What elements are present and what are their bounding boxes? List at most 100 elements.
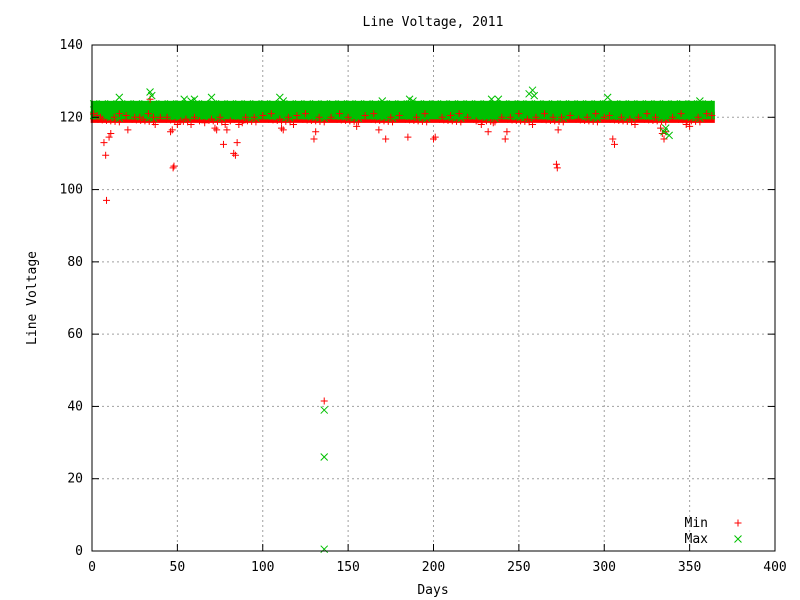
band-marker bbox=[183, 114, 192, 123]
band-marker bbox=[696, 114, 704, 123]
point-min bbox=[472, 117, 480, 125]
x-tick-label: 150 bbox=[336, 560, 359, 575]
point-min bbox=[182, 115, 190, 123]
band-marker bbox=[662, 118, 670, 126]
point-max bbox=[487, 95, 496, 104]
point-min bbox=[190, 113, 198, 121]
band-marker bbox=[649, 102, 657, 111]
band-marker bbox=[166, 99, 175, 108]
band-marker bbox=[162, 102, 171, 111]
point-min bbox=[686, 122, 694, 130]
y-tick-label: 120 bbox=[60, 110, 83, 125]
point-min bbox=[558, 113, 566, 121]
point-min bbox=[412, 113, 420, 121]
band-marker bbox=[427, 102, 435, 111]
band-marker bbox=[367, 102, 376, 111]
band-marker bbox=[631, 102, 640, 111]
band-marker bbox=[525, 114, 533, 123]
point-min bbox=[107, 130, 115, 138]
y-tick-label: 140 bbox=[60, 38, 83, 53]
band-marker bbox=[580, 102, 589, 111]
band-marker bbox=[567, 99, 576, 108]
point-max bbox=[409, 97, 417, 105]
band-marker bbox=[423, 118, 431, 126]
point-min bbox=[177, 117, 185, 125]
band-marker bbox=[418, 102, 427, 111]
band-marker bbox=[311, 99, 320, 108]
band-marker bbox=[627, 99, 636, 108]
legend-label-max: Max bbox=[685, 532, 709, 547]
point-max bbox=[279, 97, 288, 105]
band-marker bbox=[661, 114, 670, 123]
band-marker bbox=[252, 99, 260, 108]
band-marker bbox=[243, 99, 252, 108]
y-tick-label: 20 bbox=[67, 472, 83, 487]
point-min bbox=[167, 128, 175, 136]
band-marker bbox=[619, 99, 627, 108]
x-tick-label: 200 bbox=[422, 560, 445, 575]
x-tick-label: 250 bbox=[507, 560, 530, 575]
band-marker bbox=[653, 99, 662, 108]
band-marker bbox=[337, 99, 346, 108]
point-min bbox=[301, 110, 309, 118]
data-points bbox=[90, 86, 716, 554]
point-min bbox=[284, 113, 292, 121]
legend-label-min: Min bbox=[685, 516, 708, 531]
point-min bbox=[151, 121, 159, 129]
band-marker bbox=[683, 102, 691, 111]
point-min bbox=[583, 113, 591, 121]
band-marker bbox=[503, 102, 512, 111]
point-min bbox=[523, 115, 531, 123]
dense-data-bands bbox=[89, 99, 715, 126]
band-marker bbox=[145, 102, 154, 111]
point-min bbox=[327, 113, 335, 121]
band-marker bbox=[294, 99, 303, 108]
point-min bbox=[703, 110, 711, 118]
series-max bbox=[115, 86, 704, 554]
band-marker bbox=[200, 99, 209, 108]
point-min bbox=[353, 122, 361, 130]
point-min bbox=[464, 113, 472, 121]
band-marker bbox=[614, 102, 623, 111]
point-max bbox=[528, 86, 537, 95]
band-marker bbox=[106, 99, 115, 108]
band-marker bbox=[354, 99, 363, 108]
point-min bbox=[170, 162, 178, 170]
band-marker bbox=[465, 99, 474, 108]
point-min bbox=[501, 135, 509, 143]
point-min bbox=[484, 128, 492, 136]
band-marker bbox=[320, 118, 328, 126]
point-max bbox=[661, 124, 670, 132]
point-max bbox=[115, 93, 124, 102]
point-min bbox=[395, 111, 403, 119]
point-max bbox=[530, 91, 539, 100]
band-marker bbox=[192, 99, 201, 108]
band-marker bbox=[431, 99, 440, 108]
band-marker bbox=[392, 102, 401, 111]
point-min bbox=[231, 151, 239, 159]
band-marker bbox=[307, 102, 316, 111]
band-marker bbox=[448, 99, 457, 108]
point-min bbox=[634, 113, 642, 121]
point-max bbox=[320, 545, 329, 554]
point-min bbox=[552, 160, 560, 168]
band-marker bbox=[670, 99, 679, 108]
band-marker bbox=[179, 102, 188, 111]
legend-marker-max bbox=[734, 535, 742, 543]
band-marker bbox=[495, 102, 504, 111]
band-marker bbox=[209, 99, 218, 108]
band-marker bbox=[593, 118, 601, 126]
point-min bbox=[230, 149, 238, 157]
point-min bbox=[208, 115, 216, 123]
band-marker bbox=[170, 102, 179, 111]
point-min bbox=[235, 121, 243, 129]
point-min bbox=[100, 139, 108, 147]
point-min bbox=[438, 113, 446, 121]
band-marker bbox=[290, 102, 299, 111]
band-marker bbox=[512, 102, 521, 111]
point-min bbox=[431, 133, 439, 141]
point-min bbox=[187, 121, 195, 129]
chart-title: Line Voltage, 2011 bbox=[363, 15, 504, 30]
band-marker bbox=[111, 102, 119, 111]
